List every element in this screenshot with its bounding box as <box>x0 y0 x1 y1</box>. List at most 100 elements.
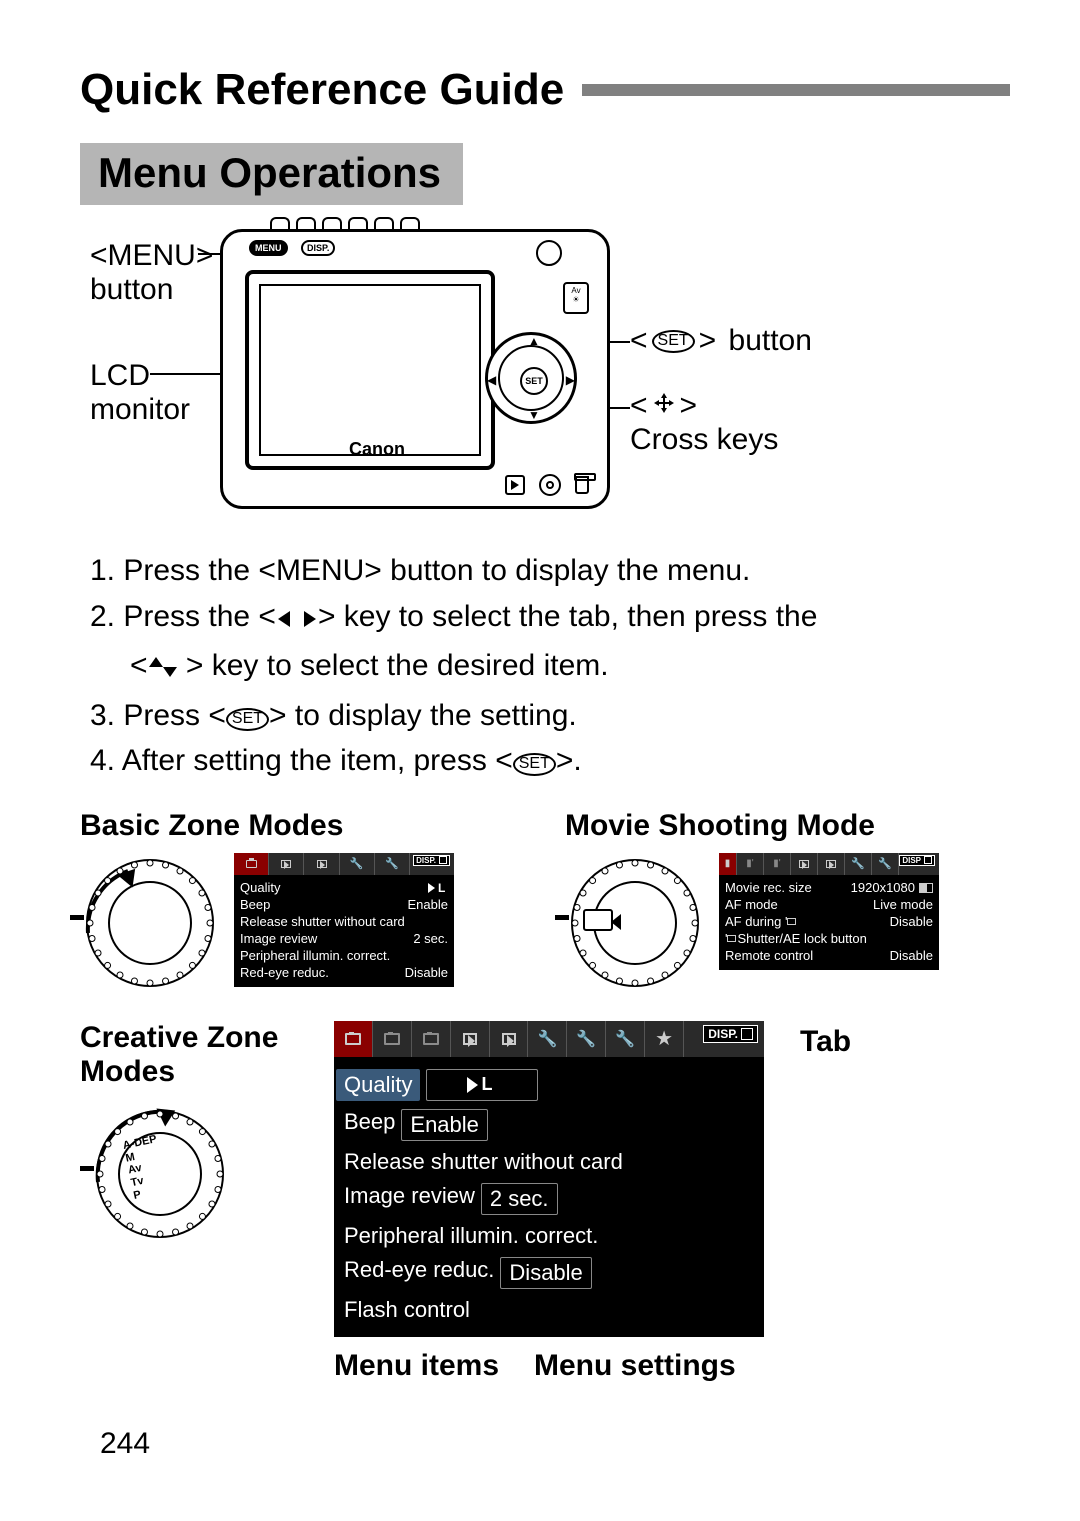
page-title-row: Quick Reference Guide <box>80 65 1010 115</box>
menu-item-label: Release shutter without card <box>240 914 405 929</box>
menu-row: Quality <box>240 879 448 896</box>
menu-item-value <box>426 1069 538 1101</box>
menu-item-label: Beep <box>344 1109 395 1141</box>
menu-item-label: Quality <box>240 880 280 895</box>
menu-settings-label: Menu settings <box>534 1349 754 1383</box>
av-button-icon: Av☀ <box>563 282 589 314</box>
basic-zone-title: Basic Zone Modes <box>80 809 525 843</box>
menu-row: Quality <box>344 1065 754 1105</box>
disp-indicator-icon: DISP. <box>703 1025 758 1043</box>
basic-zone-section: Basic Zone Modes 🔧 🔧 <box>80 809 525 993</box>
menu-item-label: AF mode <box>725 897 778 912</box>
label-set-button: < SET > button <box>630 324 812 358</box>
menu-tab: 🔧 <box>340 853 375 875</box>
disp-indicator-icon: DISP. <box>413 855 450 866</box>
menu-tab-bar: 🔧 🔧 🔧 ★ DISP. <box>334 1021 764 1057</box>
menu-item-list: Movie rec. size1920x1080AF modeLive mode… <box>719 875 939 964</box>
leader-line <box>150 373 230 375</box>
play-tab-icon <box>826 860 836 868</box>
left-right-arrows-icon <box>276 599 318 643</box>
menu-tab <box>490 1021 529 1057</box>
tab-callout-label: Tab <box>800 1021 851 1059</box>
star-tab-icon: ★ <box>655 1026 673 1051</box>
menu-item-label: Image review <box>240 931 317 946</box>
menu-row: Release shutter without card <box>344 1145 754 1179</box>
menu-tab: 🔧 <box>528 1021 567 1057</box>
set-icon: SET <box>226 708 269 731</box>
menu-tab <box>818 853 845 875</box>
menu-tab: ▮' <box>764 853 791 875</box>
wrench-tab-icon: 🔧 <box>537 1029 557 1049</box>
menu-row: Release shutter without card <box>240 913 448 930</box>
set-icon: SET <box>513 753 556 776</box>
menu-tab: 🔧 <box>375 853 410 875</box>
menu-item-value <box>428 880 448 895</box>
menu-item-label: Release shutter without card <box>344 1149 623 1175</box>
play-tab-icon <box>317 860 327 868</box>
menu-tab-bar: ▮ ▮' ▮' 🔧 🔧 DISP <box>719 853 939 875</box>
instruction-step: 3. Press <SET> to display the setting. <box>90 694 1010 738</box>
menu-tab <box>451 1021 490 1057</box>
up-down-arrows-icon <box>148 648 178 692</box>
menu-item-value: Disable <box>890 948 933 963</box>
camera-disp-button-icon: DISP. <box>301 240 335 256</box>
menu-item-value: Enable <box>408 897 448 912</box>
play-tab-icon <box>502 1033 516 1045</box>
menu-tab: 🔧 <box>845 853 872 875</box>
wrench-tab-icon: 🔧 <box>615 1029 635 1049</box>
menu-row: Remote control Disable <box>725 947 933 964</box>
camera-tab-icon <box>423 1033 439 1045</box>
playback-icon <box>505 475 525 495</box>
movie-mode-section: Movie Shooting Mode ▮ ▮' ▮' 🔧 🔧 <box>565 809 1010 993</box>
instruction-step: 4. After setting the item, press <SET>. <box>90 739 1010 783</box>
instruction-step: 2. Press the <> key to select the tab, t… <box>90 595 1010 643</box>
page-title: Quick Reference Guide <box>80 65 564 115</box>
camera-illustration: MENU DISP. Av☀ Canon SET ▲▼ ◀▶ <box>220 229 610 509</box>
menu-item-value: 2 sec. <box>481 1183 558 1215</box>
menu-item-value: Disable <box>890 914 933 929</box>
menu-item-label: Peripheral illumin. correct. <box>240 948 390 963</box>
menu-item-value: Disable <box>500 1257 591 1289</box>
camera-menu-button-icon: MENU <box>249 240 288 256</box>
menu-tab: ▮ <box>719 853 737 875</box>
dpad-icon: SET ▲▼ ◀▶ <box>485 332 577 424</box>
menu-row: Peripheral illumin. correct. <box>344 1219 754 1253</box>
menu-tab <box>412 1021 451 1057</box>
menu-item-label: 'Shutter/AE lock button <box>725 931 867 946</box>
menu-item-label: Red-eye reduc. <box>344 1257 494 1289</box>
basic-zone-menu-screenshot: 🔧 🔧 DISP. QualityBeepEnableRelease shutt… <box>234 853 454 987</box>
power-icon <box>539 474 561 496</box>
play-tab-icon <box>281 860 291 868</box>
section-heading: Menu Operations <box>80 143 463 205</box>
wrench-tab-icon: 🔧 <box>576 1029 596 1049</box>
menu-tab <box>269 853 304 875</box>
menu-row: AF modeLive mode <box>725 896 933 913</box>
movie-tab-icon: ▮ <box>725 858 731 869</box>
lcd-screen-icon: Canon <box>245 270 495 470</box>
menu-item-value: 1920x1080 <box>851 880 933 895</box>
set-button-icon: SET <box>520 367 548 395</box>
flash-button-icon <box>536 240 562 266</box>
menu-row: Peripheral illumin. correct. <box>240 947 448 964</box>
menu-tab: ▮' <box>737 853 764 875</box>
menu-tab <box>334 1021 373 1057</box>
menu-tab: 🔧 <box>606 1021 645 1057</box>
menu-tab-bar: 🔧 🔧 DISP. <box>234 853 454 875</box>
movie-mode-menu-screenshot: ▮ ▮' ▮' 🔧 🔧 DISP Movie rec. size1920x108… <box>719 853 939 970</box>
instructions-list: 1. Press the <MENU> button to display th… <box>90 549 1010 783</box>
menu-item-label: AF during ' <box>725 914 796 929</box>
menu-item-label: Remote control <box>725 948 813 963</box>
menu-tab: ★ <box>645 1021 684 1057</box>
brand-logo: Canon <box>349 439 405 460</box>
menu-tab: 🔧 <box>872 853 899 875</box>
menu-item-label: Image review <box>344 1183 475 1215</box>
cross-keys-icon <box>652 389 676 423</box>
menu-row: Image review 2 sec. <box>240 930 448 947</box>
camera-tab-icon <box>345 1033 361 1045</box>
menu-item-value: 2 sec. <box>413 931 448 946</box>
wrench-tab-icon: 🔧 <box>878 857 892 870</box>
menu-tab <box>234 853 269 875</box>
play-tab-icon <box>799 860 809 868</box>
wrench-tab-icon: 🔧 <box>385 857 399 870</box>
page-number: 244 <box>100 1427 150 1461</box>
